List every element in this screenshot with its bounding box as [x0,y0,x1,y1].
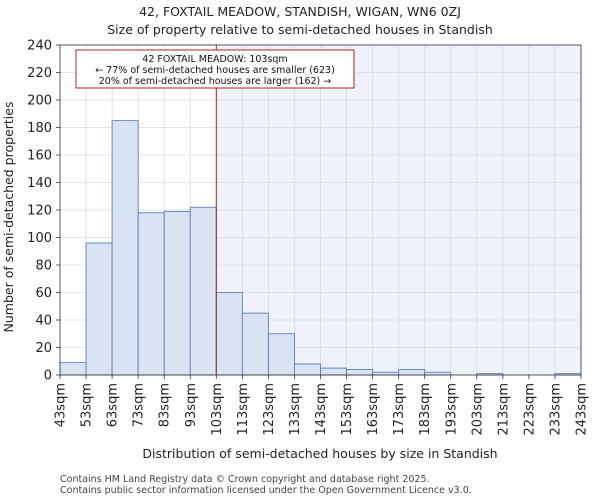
x-ticks: 43sqm 53sqm 63sqm 73sqm 83sqm 93sqm 103sqm 113s… [54,375,590,436]
bar [320,367,347,376]
x-tick-label: 163sqm [366,383,381,436]
bars [59,120,582,376]
bar [398,369,426,376]
y-tick-label: 100 [27,231,52,246]
x-tick-label: 143sqm [314,383,329,436]
bar [372,371,400,376]
bar [241,312,269,376]
y-ticks: 0 20 40 60 80 100 120 140 160 180 200 220 240 [27,39,60,384]
x-tick-label: 243sqm [575,383,590,436]
y-tick-label: 120 [27,204,52,219]
annotation-line-2: ← 77% of semi-detached houses are smalle… [95,65,335,76]
bar [215,292,243,376]
x-tick-label: 193sqm [444,383,459,436]
annotation-box: 42 FOXTAIL MEADOW: 103sqm ← 77% of semi-… [75,49,355,89]
x-tick-label: 173sqm [392,383,407,436]
x-tick-label: 123sqm [262,383,277,436]
x-tick-label: 213sqm [496,383,511,436]
y-tick-label: 60 [35,286,52,301]
footer-line-2: Contains public sector information licen… [60,485,472,496]
x-tick-label: 233sqm [548,383,563,436]
y-tick-label: 160 [27,149,52,164]
annotation-line-3: 20% of semi-detached houses are larger (… [99,76,332,87]
x-tick-label: 83sqm [158,383,173,427]
bar [137,212,165,376]
y-tick-label: 40 [35,314,52,329]
bar [346,369,374,376]
bar [59,362,87,376]
x-tick-label: 93sqm [184,383,199,427]
chart-title-line-2: Size of property relative to semi-detach… [107,22,493,37]
bar [85,242,113,376]
footer-line-1: Contains HM Land Registry data © Crown c… [60,474,430,485]
bar [424,371,452,376]
chart: 42, FOXTAIL MEADOW, STANDISH, WIGAN, WN6… [1,4,590,461]
bar [294,363,321,376]
x-tick-label: 183sqm [418,383,433,436]
x-tick-label: 43sqm [54,383,69,427]
annotation-line-1: 42 FOXTAIL MEADOW: 103sqm [142,54,287,65]
y-tick-label: 80 [35,259,52,274]
x-tick-label: 153sqm [340,383,355,436]
y-tick-label: 140 [27,176,52,191]
bar [267,333,295,376]
chart-title-line-1: 42, FOXTAIL MEADOW, STANDISH, WIGAN, WN6… [139,4,461,19]
y-tick-label: 200 [27,94,52,109]
x-tick-label: 203sqm [470,383,485,436]
x-tick-label: 113sqm [236,383,251,436]
bar [189,206,217,376]
y-tick-label: 20 [35,341,52,356]
annotation-border [75,49,355,89]
y-tick-label: 0 [44,369,52,384]
x-tick-label: 103sqm [210,383,225,436]
bar [163,210,191,376]
x-axis-label: Distribution of semi-detached houses by … [142,446,497,461]
x-tick-label: 73sqm [132,383,147,427]
y-tick-label: 220 [27,66,52,81]
x-tick-label: 63sqm [106,383,121,427]
x-tick-label: 53sqm [80,383,95,427]
y-tick-label: 180 [27,121,52,136]
y-tick-label: 240 [27,39,52,54]
bar [111,120,139,376]
x-tick-label: 133sqm [288,383,303,436]
y-axis-label: Number of semi-detached properties [1,102,16,333]
x-tick-label: 223sqm [522,383,537,436]
